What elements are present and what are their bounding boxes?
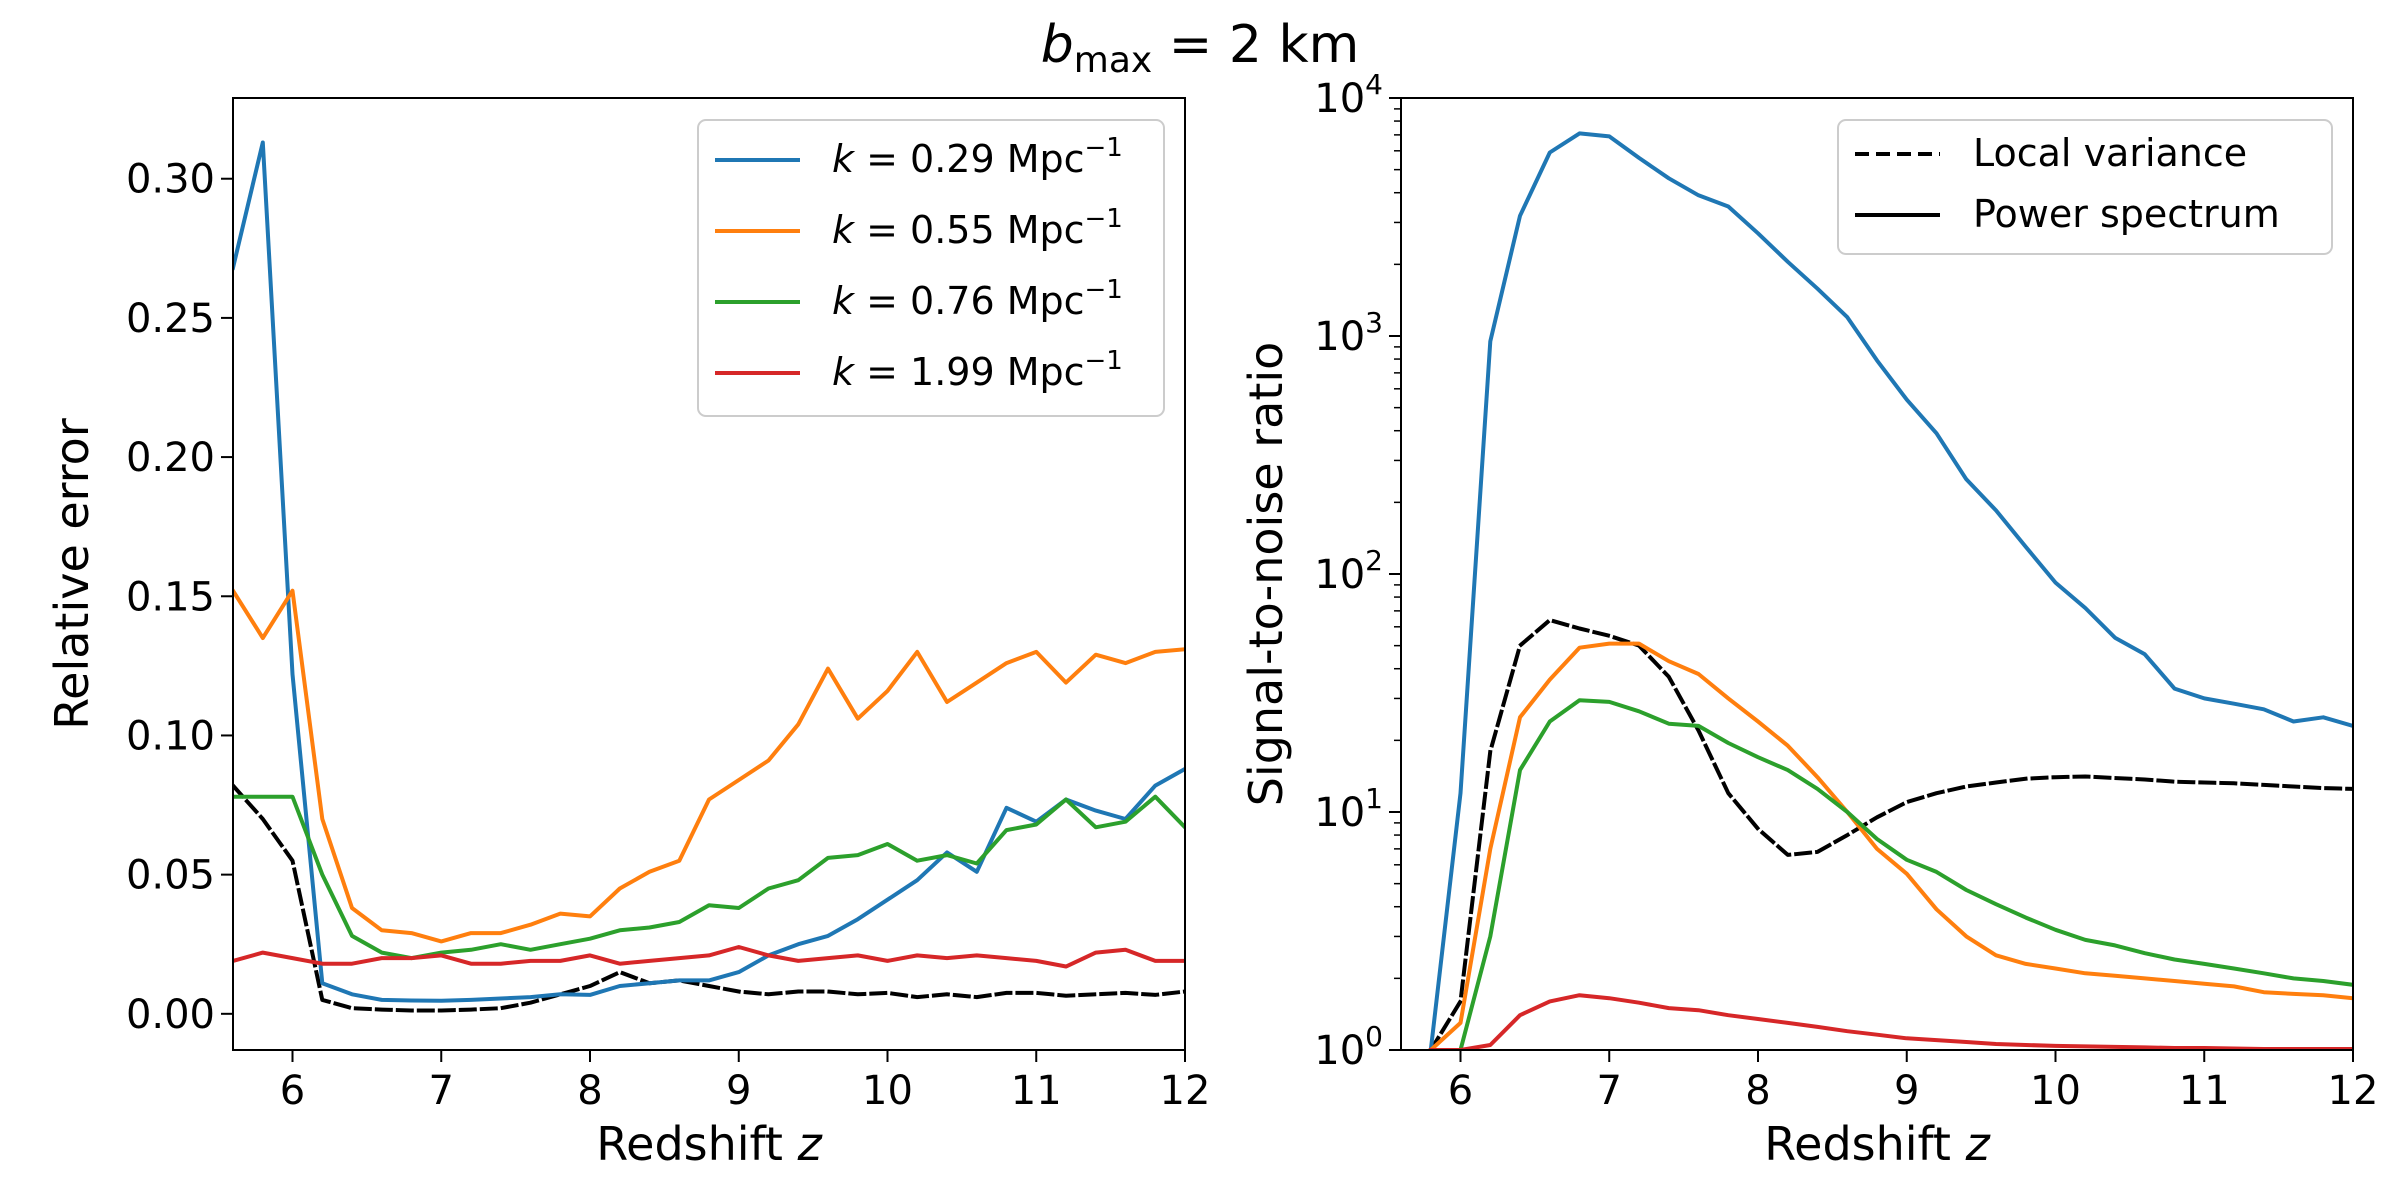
left-ytick-label: 0.15 [126,574,215,620]
legend-label-local-variance: Local variance [1973,131,2247,175]
figure-title-rest: = 2 km [1152,15,1359,75]
right-axes-frame [1400,97,2354,1051]
left-series-k-0-29-mpc [233,140,1185,1003]
right-series-k-1-99-mpc [1428,993,2353,1050]
left-ytick-label: 0.00 [126,992,215,1038]
legend-label-k055: k = 0.55 Mpc−1 [832,204,1123,252]
left-xtick-label: 6 [280,1068,305,1114]
right-ytick-label: 102 [1314,544,1383,598]
legend-entry-local-variance: Local variance [1855,131,2247,175]
left-xtick-label: 9 [726,1068,751,1114]
legend-label-k199: k = 1.99 Mpc−1 [832,346,1123,394]
legend-label-power-spectrum: Power spectrum [1973,192,2280,236]
legend-entry-k076: k = 0.76 Mpc−1 [715,275,1123,323]
right-legend-box [1837,119,2333,255]
legend-entry-k029: k = 0.29 Mpc−1 [715,133,1123,181]
right-xtick-label: 7 [1597,1068,1622,1114]
left-xtick-label: 12 [1160,1068,1211,1114]
right-panel: 6 7 8 9 10 11 12 100 101 102 103 104 Redshift z Sig… [1239,68,2378,1171]
legend-entry-k055: k = 0.55 Mpc−1 [715,204,1123,252]
left-xtick-label: 10 [862,1068,913,1114]
left-series-lines [233,140,1185,1013]
right-series-lines [1427,131,2353,1050]
left-series-local-variance [233,782,1185,1013]
left-x-axis-label: Redshift z [596,1117,822,1171]
right-ytick-label: 104 [1314,68,1383,122]
legend-entry-power-spectrum: Power spectrum [1855,192,2280,236]
left-legend: k = 0.29 Mpc−1 k = 0.55 Mpc−1 k = 0.76 M… [697,119,1165,417]
legend-entry-k199: k = 1.99 Mpc−1 [715,346,1123,394]
right-ticks: 6 7 8 9 10 11 12 100 101 102 103 104 [1314,68,2378,1114]
right-xtick-label: 6 [1448,1068,1473,1114]
left-series-k-1-99-mpc [233,945,1185,969]
left-ytick-label: 0.30 [126,157,215,203]
right-ytick-label: 103 [1314,306,1383,360]
right-plot-area [1427,131,2353,1050]
right-xtick-label: 11 [2179,1068,2230,1114]
right-legend: Local variance Power spectrum [1837,119,2333,255]
legend-label-k076: k = 0.76 Mpc−1 [832,275,1123,323]
right-xtick-label: 9 [1894,1068,1919,1114]
right-xtick-label: 10 [2030,1068,2081,1114]
right-ytick-label: 101 [1314,782,1383,836]
right-x-axis-label: Redshift z [1764,1117,1990,1171]
left-ytick-label: 0.25 [126,296,215,342]
left-ytick-label: 0.10 [126,713,215,759]
right-xtick-label: 12 [2328,1068,2379,1114]
left-ytick-label: 0.20 [126,435,215,481]
right-series-k-0-55-mpc [1427,641,2353,1050]
right-series-k-0-29-mpc [1428,131,2353,1050]
left-series-k-0-55-mpc [233,587,1185,944]
figure-title-var: b [1041,15,1074,75]
right-ytick-label: 100 [1314,1020,1383,1074]
left-series-k-0-76-mpc [233,794,1185,961]
left-xtick-label: 8 [577,1068,602,1114]
right-series-local-variance [1428,618,2353,1050]
figure-title-sub: max [1074,40,1152,81]
legend-label-k029: k = 0.29 Mpc−1 [832,133,1123,181]
left-y-axis-label: Relative error [45,418,99,730]
right-xtick-label: 8 [1745,1068,1770,1114]
figure-title: bmax = 2 km [1041,15,1359,81]
left-panel: 6 7 8 9 10 11 12 0.00 0.05 0.10 0.15 0.20 0.25 0.30 R… [45,97,1211,1171]
left-plot-area [233,140,1185,1013]
left-ticks: 6 7 8 9 10 11 12 0.00 0.05 0.10 0.15 0.20 0.25 0.30 [126,157,1211,1114]
left-legend-box [697,119,1165,417]
right-series-k-0-76-mpc [1428,698,2353,1050]
left-xtick-label: 11 [1011,1068,1062,1114]
left-axes-frame [232,97,1186,1051]
left-ytick-label: 0.05 [126,853,215,899]
right-y-axis-label: Signal-to-noise ratio [1239,342,1293,807]
left-xtick-label: 7 [429,1068,454,1114]
